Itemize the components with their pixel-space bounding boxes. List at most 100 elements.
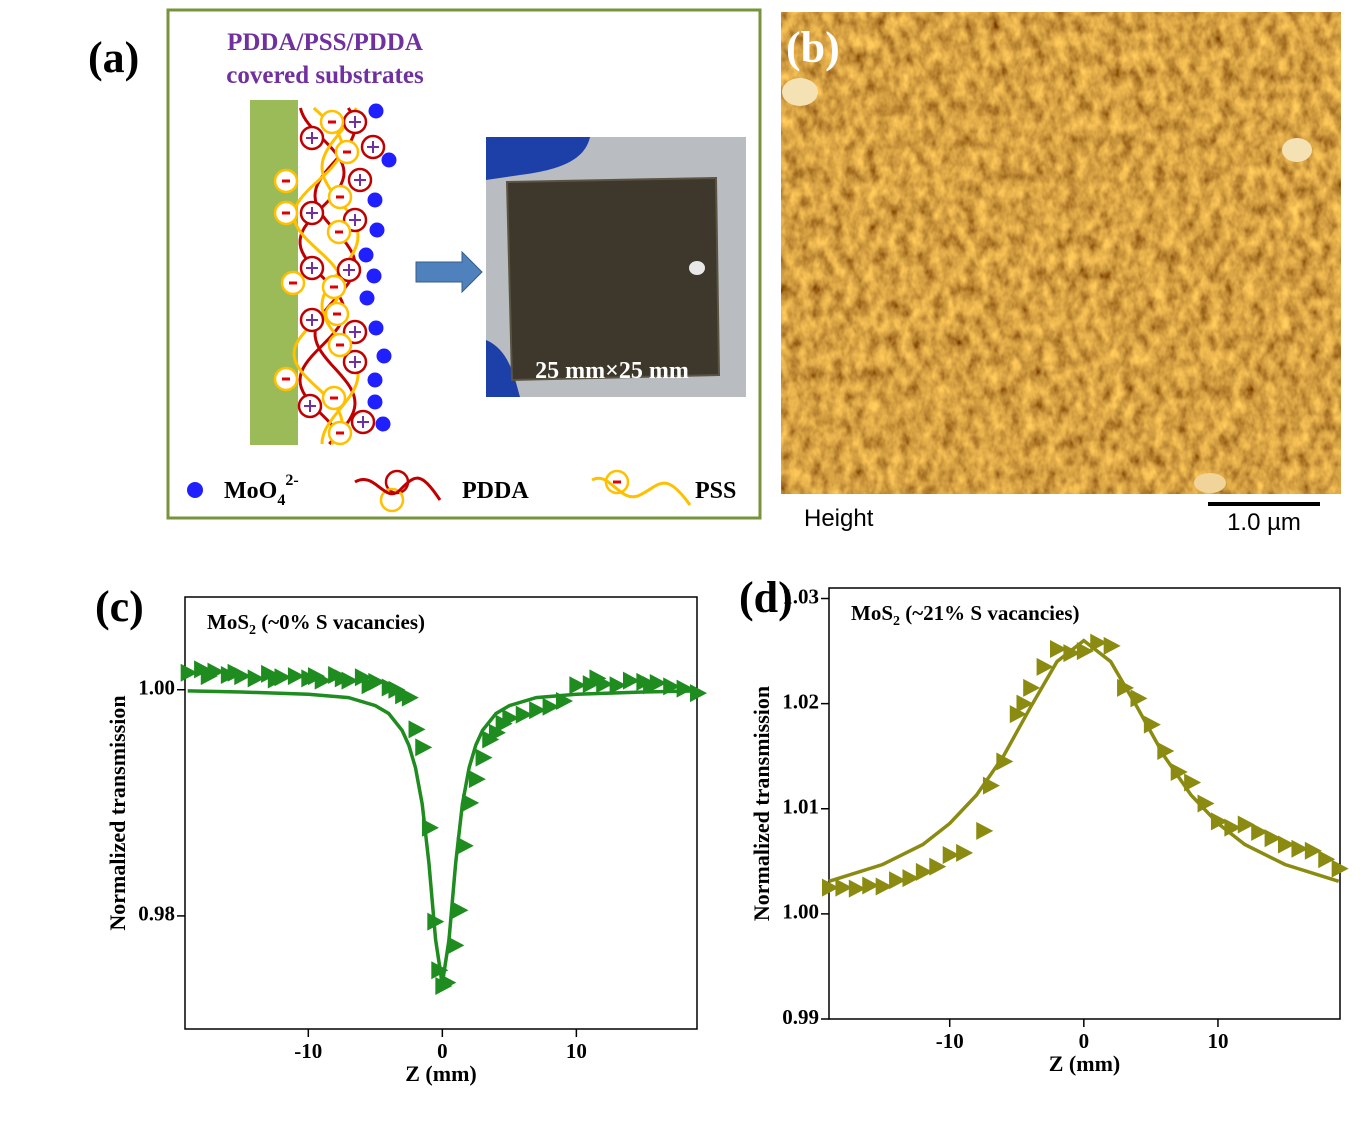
data-point [902,869,920,888]
plus-sign [306,314,318,326]
data-point [447,936,465,955]
data-point [942,846,960,865]
data-point [515,705,533,724]
data-point [862,876,880,895]
data-point [676,679,694,698]
data-point [462,793,480,812]
data-point [956,843,974,862]
title-rest: (~0% S vacancies) [256,610,425,634]
data-point [341,671,359,690]
data-point [1264,829,1282,848]
data-point [1076,642,1094,661]
plus-sign [306,262,318,274]
legend-label: MoO42- [224,472,299,509]
data-point [475,748,493,767]
x-axis-label: Z (mm) [1049,1051,1120,1076]
data-point [415,738,433,757]
x-tick-label: 10 [566,1039,587,1063]
data-point [1063,644,1081,663]
data-point [1278,835,1296,854]
plus-sign [306,207,318,219]
data-point [314,671,332,690]
moo4-ion [381,152,397,168]
title-text: MoS [207,610,249,634]
chain [298,107,346,445]
data-point [234,667,252,686]
data-point [1036,657,1054,676]
sample [505,176,721,382]
plus-sign [367,141,379,153]
legend-line [591,476,692,506]
data-point [468,770,486,789]
chart-title: MoS2 (~0% S vacancies) [207,610,425,638]
data-point [456,836,474,855]
channel-label: Height [804,505,874,532]
data-point [929,857,947,876]
legend-dot [187,482,203,498]
x-axis-label: Z (mm) [405,1061,476,1086]
arrow [415,250,483,294]
data-point [368,672,386,691]
data-point [1318,850,1336,869]
data-point [889,871,907,890]
panel-label: (c) [95,582,144,631]
chart: -10 0 10 0.98 1.00 Z (mm) Normalized transmiss… [95,582,707,1086]
fit-line [828,638,1340,883]
glove [486,340,520,397]
scale-label: 1.0 µm [1227,509,1301,536]
moo4-ion [367,372,383,388]
data-point [835,878,853,897]
data-point [1251,822,1269,841]
plus-sign [304,400,316,412]
x-tick-label: -10 [294,1039,322,1063]
plus-sign [349,214,361,226]
x-tick-label: 0 [437,1039,448,1063]
afm-image [781,12,1341,494]
moo4-ion [367,394,383,410]
data-point [976,821,994,840]
data-point [609,676,627,695]
legend-label: PDDA [462,478,529,504]
data-point [1050,639,1068,658]
data-point [529,701,547,720]
chart-title: MoS2 (~21% S vacancies) [851,601,1079,629]
title-sub: 2 [249,623,256,638]
title-text: MoS [851,601,893,625]
particle [1282,138,1312,162]
data-point [1331,859,1349,878]
plot-frame [184,596,698,1030]
charts: -10 0 10 0.98 1.00 Z (mm) Normalized transmiss… [95,573,1349,1086]
moo4-ion [375,416,391,432]
plus-sign [357,416,369,428]
data-point [1016,694,1034,713]
data-point [274,668,292,687]
y-tick-label: 1.00 [782,900,819,924]
particle [1194,473,1226,493]
plus-sign [354,174,366,186]
data-point [622,671,640,690]
data-point [875,877,893,896]
fit-line [187,689,698,985]
data-point [1170,762,1188,781]
y-axis-label: Normalized transmission [105,695,130,930]
panel-a: (a) PDDA/PSS/PDDA covered substrates 25 … [88,8,762,520]
moo4-ion [359,290,375,306]
data-point [488,723,506,742]
x-tick-label: -10 [936,1029,964,1053]
y-axis-label: Normalized transmission [749,686,774,921]
panel-label: (a) [88,33,139,82]
chart: -10 0 10 0.99 1.00 1.01 1.02 1.03 Z (mm) Normaliz… [739,573,1349,1076]
legend-label: PSS [695,478,736,504]
title-rest: (~21% S vacancies) [900,601,1079,625]
y-tick-label: 1.03 [782,584,819,608]
data-point [401,688,419,707]
data-point [542,697,560,716]
y-tick-label: 1.02 [782,689,819,713]
title: PDDA/PSS/PDDA [227,29,423,56]
data-point [1023,678,1041,697]
data-point [1291,839,1309,858]
y-tick-label: 0.99 [782,1005,819,1029]
data-point [848,879,866,898]
legend-charge [379,487,405,513]
